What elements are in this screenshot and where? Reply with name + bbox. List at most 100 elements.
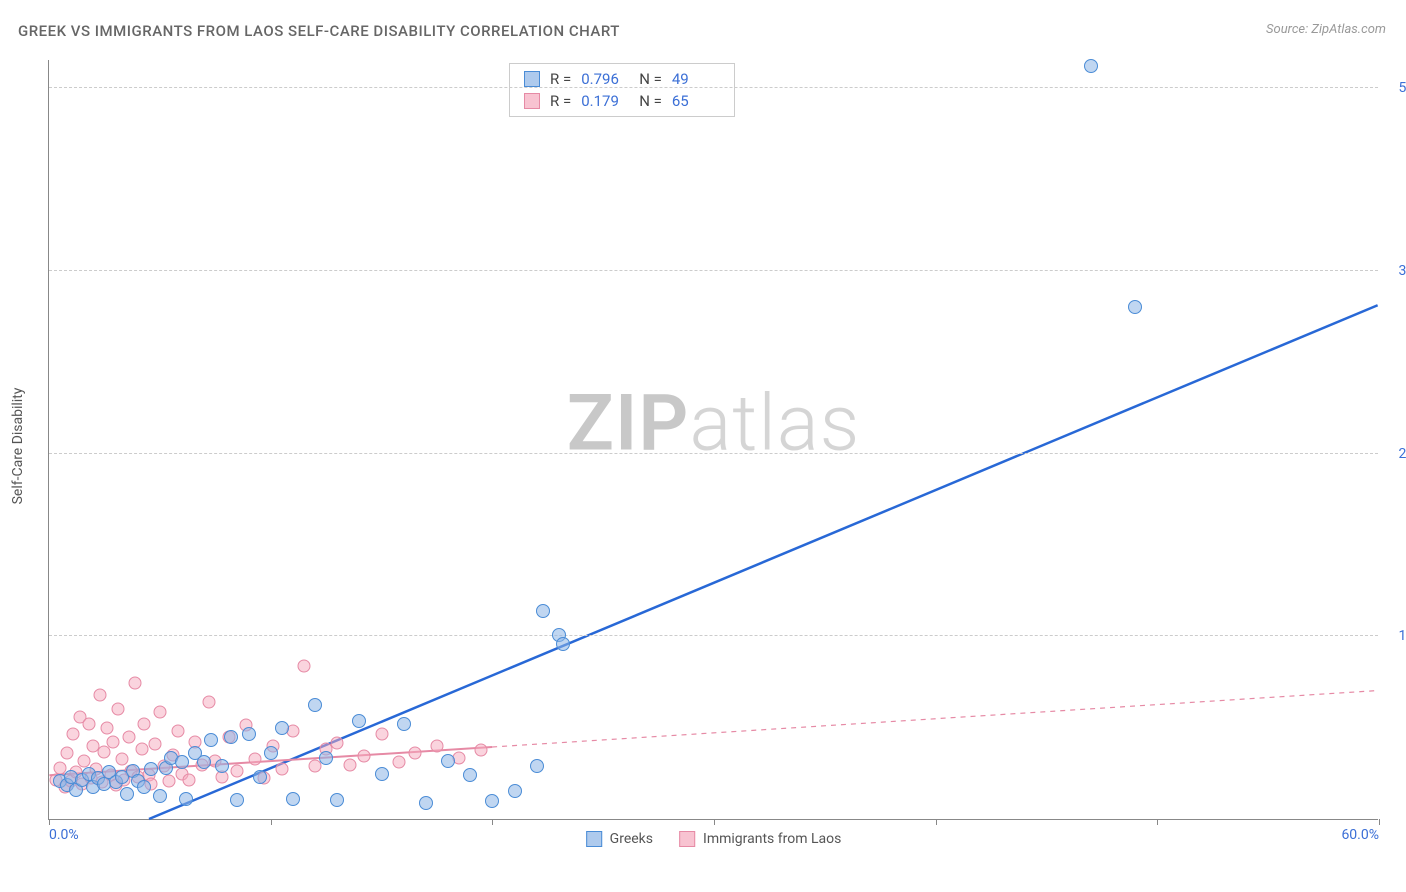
scatter-point-laos: [231, 764, 244, 777]
scatter-point-greeks: [230, 793, 244, 807]
scatter-point-greeks: [536, 604, 550, 618]
scatter-point-laos: [297, 659, 310, 672]
n-value-greeks: 49: [672, 70, 720, 88]
gridline: [49, 270, 1378, 271]
legend-label-laos: Immigrants from Laos: [703, 831, 841, 847]
n-value-laos: 65: [672, 92, 720, 110]
x-tick-mark: [936, 819, 937, 825]
swatch-pink-icon: [679, 831, 695, 847]
scatter-point-laos: [111, 703, 124, 716]
x-tick-mark: [714, 819, 715, 825]
scatter-point-laos: [171, 725, 184, 738]
x-tick-mark: [271, 819, 272, 825]
scatter-point-laos: [182, 773, 195, 786]
scatter-point-greeks: [153, 789, 167, 803]
scatter-point-greeks: [556, 637, 570, 651]
scatter-point-laos: [275, 763, 288, 776]
n-label: N =: [639, 70, 662, 88]
scatter-point-laos: [153, 706, 166, 719]
regression-lines: [49, 60, 1378, 819]
scatter-point-laos: [408, 747, 421, 760]
x-tick-label: 60.0%: [1341, 827, 1379, 843]
chart-container: GREEK VS IMMIGRANTS FROM LAOS SELF-CARE …: [0, 0, 1406, 892]
scatter-point-laos: [136, 742, 149, 755]
scatter-point-greeks: [179, 792, 193, 806]
scatter-point-greeks: [419, 796, 433, 810]
scatter-point-greeks: [308, 698, 322, 712]
scatter-point-laos: [357, 750, 370, 763]
scatter-point-laos: [67, 728, 80, 741]
y-tick-label: 37.5%: [1398, 263, 1406, 279]
scatter-point-greeks: [1128, 300, 1142, 314]
scatter-point-laos: [116, 753, 129, 766]
y-axis-label: Self-Care Disability: [10, 388, 26, 505]
y-tick-label: 50.0%: [1398, 80, 1406, 96]
scatter-point-greeks: [215, 759, 229, 773]
scatter-point-greeks: [120, 787, 134, 801]
r-value-greeks: 0.796: [581, 70, 629, 88]
scatter-point-laos: [162, 775, 175, 788]
scatter-point-greeks: [204, 733, 218, 747]
scatter-point-laos: [82, 718, 95, 731]
scatter-point-greeks: [463, 768, 477, 782]
scatter-point-greeks: [375, 767, 389, 781]
source-credit: Source: ZipAtlas.com: [1266, 22, 1386, 37]
stats-row-laos: R = 0.179 N = 65: [510, 90, 734, 112]
scatter-point-greeks: [286, 792, 300, 806]
gridline: [49, 635, 1378, 636]
scatter-point-greeks: [175, 755, 189, 769]
scatter-point-laos: [129, 677, 142, 690]
scatter-point-greeks: [242, 727, 256, 741]
x-tick-mark: [492, 819, 493, 825]
scatter-point-greeks: [485, 794, 499, 808]
scatter-point-laos: [344, 758, 357, 771]
stats-legend: R = 0.796 N = 49 R = 0.179 N = 65: [509, 63, 735, 117]
scatter-point-laos: [375, 728, 388, 741]
legend-item-greeks: Greeks: [586, 831, 653, 847]
scatter-point-laos: [98, 745, 111, 758]
scatter-point-greeks: [319, 751, 333, 765]
scatter-point-greeks: [330, 793, 344, 807]
scatter-point-laos: [393, 756, 406, 769]
x-tick-mark: [1379, 819, 1380, 825]
scatter-point-laos: [100, 722, 113, 735]
scatter-point-greeks: [253, 770, 267, 784]
scatter-point-laos: [202, 696, 215, 709]
scatter-point-greeks: [1084, 59, 1098, 73]
scatter-point-greeks: [224, 730, 238, 744]
series-legend: Greeks Immigrants from Laos: [586, 831, 842, 847]
r-label: R =: [550, 70, 571, 88]
scatter-point-laos: [60, 747, 73, 760]
scatter-point-laos: [122, 731, 135, 744]
scatter-point-laos: [107, 735, 120, 748]
y-tick-label: 25.0%: [1398, 446, 1406, 462]
legend-label-greeks: Greeks: [610, 831, 653, 847]
scatter-point-greeks: [275, 721, 289, 735]
x-tick-mark: [1157, 819, 1158, 825]
scatter-point-laos: [430, 739, 443, 752]
scatter-point-greeks: [197, 755, 211, 769]
r-label: R =: [550, 92, 571, 110]
scatter-point-laos: [475, 744, 488, 757]
gridline: [49, 87, 1378, 88]
scatter-point-greeks: [137, 780, 151, 794]
scatter-point-greeks: [264, 746, 278, 760]
r-value-laos: 0.179: [581, 92, 629, 110]
scatter-point-greeks: [144, 762, 158, 776]
scatter-point-greeks: [441, 754, 455, 768]
scatter-point-laos: [249, 753, 262, 766]
swatch-pink-icon: [524, 93, 540, 109]
scatter-point-laos: [93, 688, 106, 701]
gridline: [49, 453, 1378, 454]
scatter-point-greeks: [508, 784, 522, 798]
x-tick-label: 0.0%: [49, 827, 79, 843]
scatter-point-laos: [138, 718, 151, 731]
swatch-blue-icon: [524, 71, 540, 87]
scatter-point-laos: [149, 738, 162, 751]
swatch-blue-icon: [586, 831, 602, 847]
chart-title: GREEK VS IMMIGRANTS FROM LAOS SELF-CARE …: [18, 22, 620, 40]
y-tick-label: 12.5%: [1398, 628, 1406, 644]
scatter-point-greeks: [530, 759, 544, 773]
scatter-point-laos: [331, 737, 344, 750]
x-tick-mark: [49, 819, 50, 825]
